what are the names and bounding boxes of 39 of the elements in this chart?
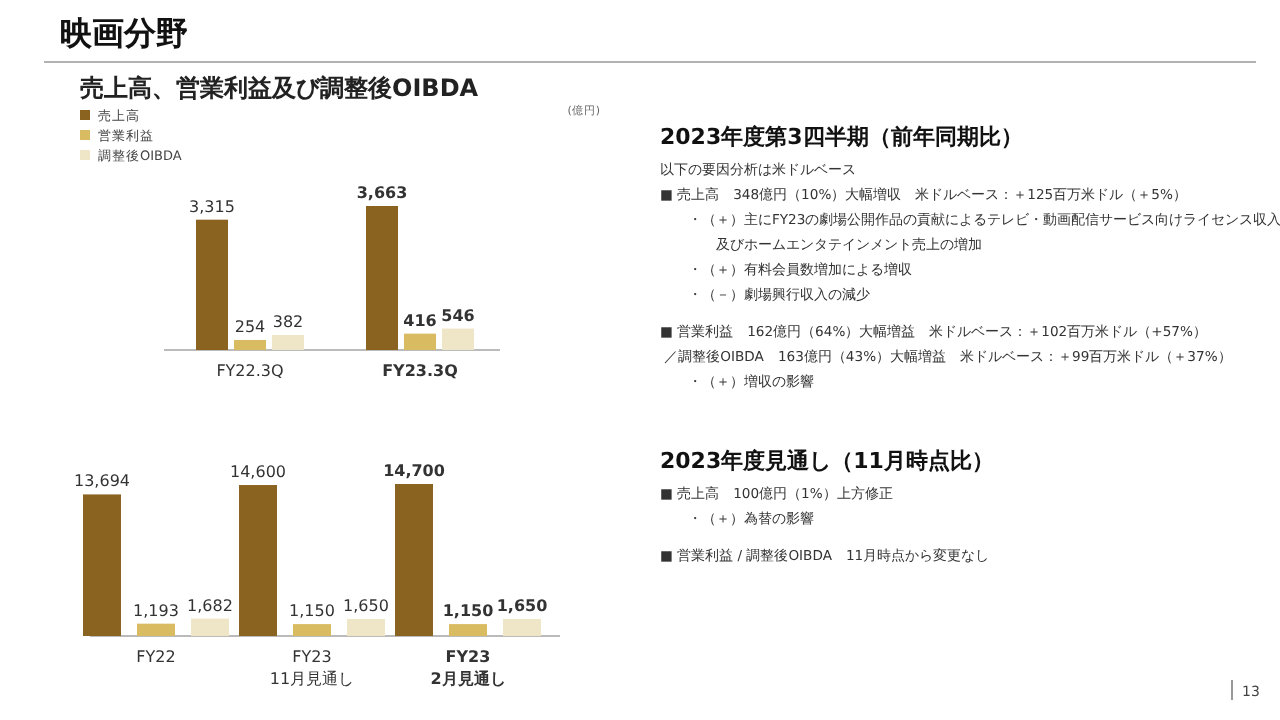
x-tick-label: FY22: [136, 648, 176, 666]
bar: [191, 618, 229, 636]
data-label: 1,650: [496, 596, 549, 615]
data-label: 1,682: [187, 596, 233, 615]
x-tick-label: FY23 2月見通し: [430, 648, 506, 688]
bar: [442, 328, 474, 350]
data-label: 14,600: [230, 463, 286, 482]
bar: [196, 219, 228, 350]
bar: [449, 624, 487, 636]
data-label: 14,700: [383, 462, 446, 480]
bar: [234, 340, 266, 350]
data-label: 3,315: [189, 197, 235, 216]
bar: [272, 334, 304, 350]
bar: [293, 624, 331, 636]
bar: [366, 206, 398, 350]
bar: [83, 494, 121, 636]
data-label: 382: [272, 312, 304, 331]
x-tick-label: FY23 11月見通し: [269, 648, 355, 688]
bar: [395, 484, 433, 636]
bar: [347, 618, 385, 636]
text: 2023年度第3四半期（前年同期比）: [660, 124, 1023, 150]
data-label: 13,694: [74, 472, 130, 491]
data-label: 1,150: [442, 602, 495, 621]
data-label: 1,193: [133, 601, 179, 620]
bar: [503, 618, 541, 636]
bar: [239, 485, 277, 636]
x-tick-label: FY23.3Q: [382, 362, 459, 380]
data-label: 1,150: [289, 602, 335, 621]
x-tick-label: FY22.3Q: [216, 362, 284, 380]
data-label: 416: [403, 311, 438, 330]
data-label: 254: [234, 318, 266, 337]
bar: [137, 623, 175, 636]
data-label: 1,650: [343, 596, 389, 615]
text: 2023年度見通し（11月時点比）: [660, 448, 994, 474]
chart-title: 売上高、営業利益及び調整後OIBDA: [80, 74, 480, 102]
data-label: 3,663: [356, 184, 408, 202]
text: 映画分野: [60, 14, 188, 52]
data-label: 546: [441, 306, 476, 325]
bar: [404, 333, 436, 350]
